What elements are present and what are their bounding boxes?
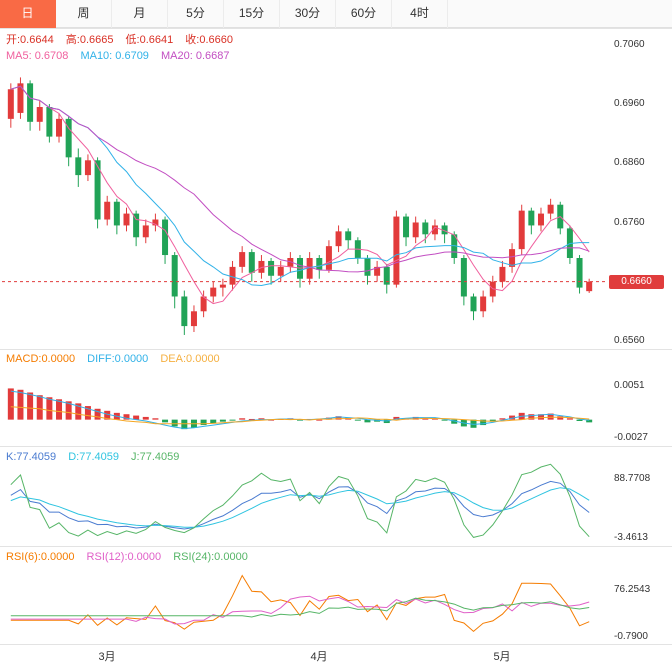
- high-value: 高:0.6665: [65, 34, 114, 46]
- ohlc-header: 开:0.6644 高:0.6665 低:0.6641 收:0.6660: [6, 33, 242, 47]
- ma5-value: MA5: 0.6708: [6, 50, 69, 62]
- rsi12-value: RSI(12):0.0000: [86, 551, 162, 563]
- k-value: K:77.4059: [6, 451, 57, 463]
- j-value: J:77.4059: [131, 451, 180, 463]
- ma10-value: MA10: 0.6709: [80, 50, 149, 62]
- y-axis-label: 88.7708: [614, 473, 651, 484]
- macd-header: MACD:0.0000 DIFF:0.0000 DEA:0.0000: [6, 352, 229, 366]
- open-value: 开:0.6644: [6, 34, 54, 46]
- y-axis-label: -0.0027: [614, 432, 648, 443]
- y-axis-label: 0.7060: [614, 39, 645, 50]
- tab-15分[interactable]: 15分: [224, 0, 280, 28]
- low-value: 低:0.6641: [125, 34, 174, 46]
- y-axis-label: 76.2543: [614, 584, 651, 595]
- close-value: 收:0.6660: [185, 34, 233, 46]
- y-axis-label: -3.4613: [614, 532, 648, 543]
- rsi24-value: RSI(24):0.0000: [173, 551, 248, 563]
- rsi-header: RSI(6):0.0000 RSI(12):0.0000 RSI(24):0.0…: [6, 550, 257, 564]
- macd-value: MACD:0.0000: [6, 353, 76, 365]
- ma20-value: MA20: 0.6687: [161, 50, 230, 62]
- y-axis-label: 0.6860: [614, 157, 645, 168]
- ma-header: MA5: 0.6708 MA10: 0.6709 MA20: 0.6687: [6, 49, 239, 63]
- y-axis-label: 0.6560: [614, 335, 645, 346]
- d-value: D:77.4059: [68, 451, 119, 463]
- y-axis-label: -0.7900: [614, 631, 648, 642]
- kdj-header: K:77.4059 D:77.4059 J:77.4059: [6, 450, 188, 464]
- current-price-badge: 0.6660: [609, 275, 664, 289]
- tab-月[interactable]: 月: [112, 0, 168, 28]
- y-axis-label: 0.6760: [614, 217, 645, 228]
- tab-5分[interactable]: 5分: [168, 0, 224, 28]
- tab-日[interactable]: 日: [0, 0, 56, 28]
- x-axis-label-april: 4月: [310, 651, 328, 663]
- rsi6-value: RSI(6):0.0000: [6, 551, 75, 563]
- y-axis-label: 0.6960: [614, 98, 645, 109]
- tab-周[interactable]: 周: [56, 0, 112, 28]
- tab-4时[interactable]: 4时: [392, 0, 448, 28]
- y-axis-label: 0.0051: [614, 380, 645, 391]
- tab-30分[interactable]: 30分: [280, 0, 336, 28]
- diff-value: DIFF:0.0000: [87, 353, 149, 365]
- x-axis-label-may: 5月: [493, 651, 511, 663]
- timeframe-tabbar: 日周月 5分 15分 30分 60分 4时: [0, 0, 672, 28]
- tab-60分[interactable]: 60分: [336, 0, 392, 28]
- x-axis-label-march: 3月: [98, 651, 116, 663]
- dea-value: DEA:0.0000: [160, 353, 220, 365]
